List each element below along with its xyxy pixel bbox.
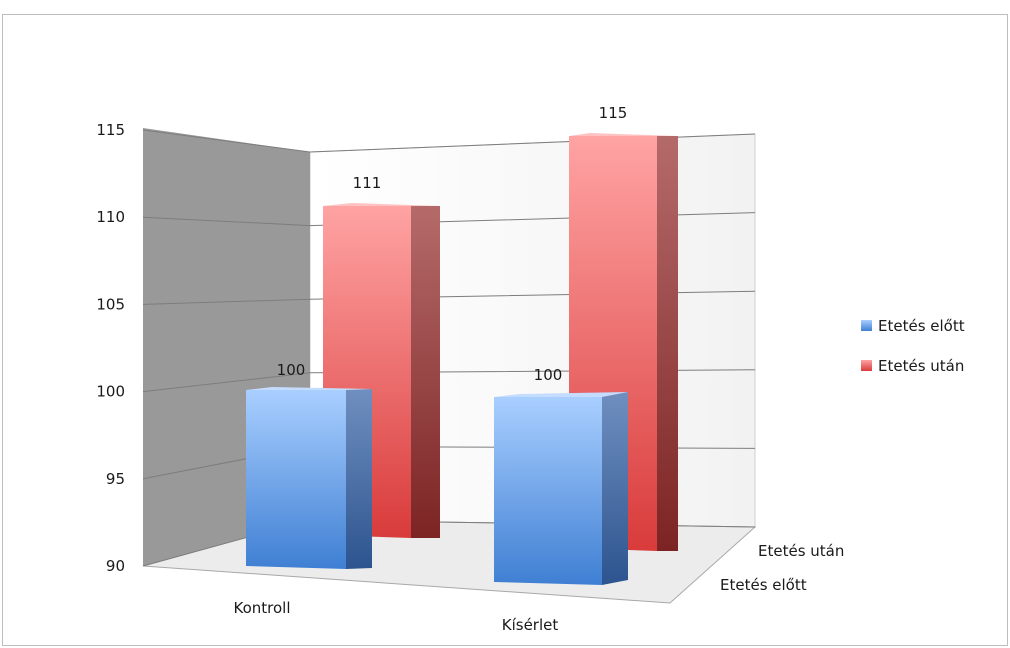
y-tick-label: 90 xyxy=(106,557,125,575)
data-label-kontroll-elott: 100 xyxy=(277,361,306,379)
y-tick-label: 95 xyxy=(106,470,125,488)
category-label-kontroll: Kontroll xyxy=(233,599,290,617)
depth-label-utan: Etetés után xyxy=(758,542,844,560)
bar-kísérlet-0 xyxy=(494,392,628,585)
bar-top-face xyxy=(569,133,678,136)
y-tick-label: 100 xyxy=(96,383,125,401)
y-tick-label: 105 xyxy=(96,295,125,313)
legend-swatch-utan xyxy=(861,360,872,371)
y-tick-label: 115 xyxy=(96,121,125,139)
bars xyxy=(246,133,678,585)
legend: Etetés előtt Etetés után xyxy=(861,317,965,375)
data-label-kontroll-utan: 111 xyxy=(353,174,382,192)
bar-side-face xyxy=(657,136,678,551)
bar-top-face xyxy=(246,387,372,390)
bar-front-face xyxy=(494,397,602,585)
y-axis-ticks: 90 95 100 105 110 115 xyxy=(96,121,125,575)
bar-top-face xyxy=(494,392,628,397)
bar-front-face xyxy=(246,390,346,569)
data-label-kiserlet-utan: 115 xyxy=(599,104,628,122)
y-tick-label: 110 xyxy=(96,208,125,226)
bar-top-face xyxy=(323,203,440,206)
bar-side-face xyxy=(346,389,372,569)
bar-kontroll-0 xyxy=(246,387,372,569)
legend-swatch-elott xyxy=(861,320,872,331)
bar-side-face xyxy=(411,206,440,538)
data-label-kiserlet-elott: 100 xyxy=(534,366,563,384)
bar-side-face xyxy=(602,392,628,585)
depth-label-elott: Etetés előtt xyxy=(720,576,807,594)
legend-label-elott: Etetés előtt xyxy=(878,317,965,335)
legend-label-utan: Etetés után xyxy=(878,357,964,375)
category-label-kiserlet: Kísérlet xyxy=(502,616,559,634)
